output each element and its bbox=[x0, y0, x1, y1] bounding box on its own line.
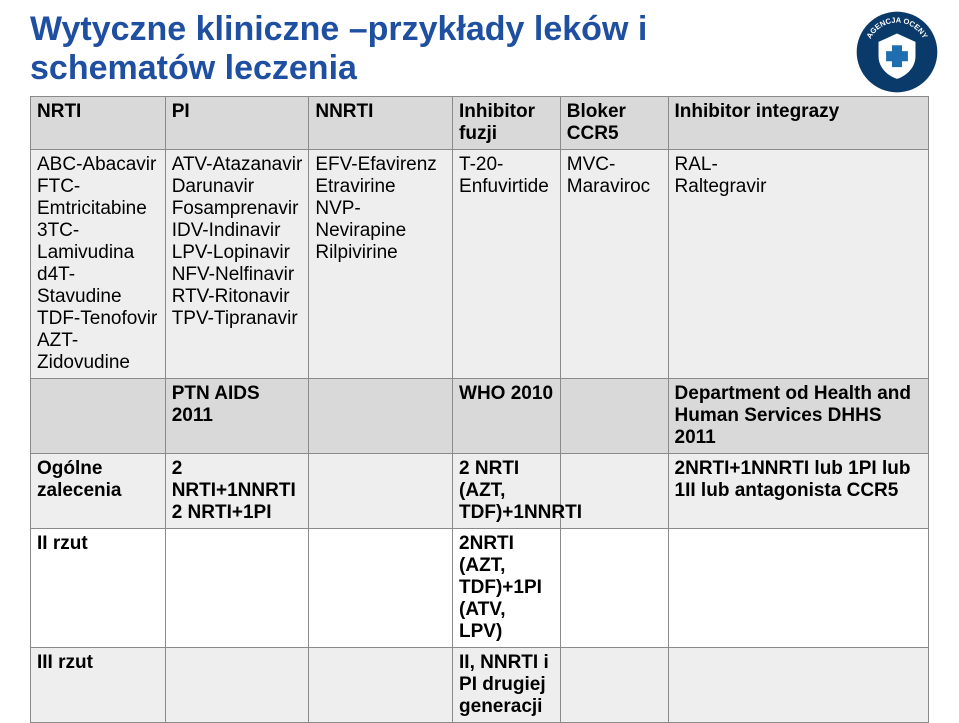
table-header-row: NRTI PI NNRTI Inhibitor fuzji Bloker CCR… bbox=[31, 97, 929, 150]
cell: Ogólne zalecenia bbox=[31, 454, 166, 529]
header-inhibitor-integrazy: Inhibitor integrazy bbox=[668, 97, 928, 150]
cell: 2 NRTI+1NNRTI2 NRTI+1PI bbox=[165, 454, 309, 529]
cell bbox=[309, 454, 453, 529]
agency-logo: AGENCJA OCENY bbox=[855, 10, 939, 94]
header-nrti: NRTI bbox=[31, 97, 166, 150]
cell: EFV-EfavirenzEtravirineNVP-NevirapineRil… bbox=[309, 150, 453, 379]
header-nnrti: NNRTI bbox=[309, 97, 453, 150]
cell: 2NRTI (AZT, TDF)+1PI (ATV, LPV) bbox=[453, 529, 561, 648]
header-bloker-ccr5: Bloker CCR5 bbox=[560, 97, 668, 150]
cell bbox=[309, 379, 453, 454]
table-row: Ogólne zalecenia 2 NRTI+1NNRTI2 NRTI+1PI… bbox=[31, 454, 929, 529]
cell bbox=[560, 648, 668, 723]
cell bbox=[165, 648, 309, 723]
cell: 2 NRTI (AZT, TDF)+1NNRTI bbox=[453, 454, 561, 529]
cell: Department od Health and Human Services … bbox=[668, 379, 928, 454]
header-inhibitor-fuzji: Inhibitor fuzji bbox=[453, 97, 561, 150]
cell bbox=[560, 529, 668, 648]
cell: ATV-AtazanavirDarunavirFosamprenavirIDV-… bbox=[165, 150, 309, 379]
title-line-1: Wytyczne kliniczne –przykłady leków i bbox=[30, 10, 647, 48]
cell bbox=[309, 529, 453, 648]
cell bbox=[668, 529, 928, 648]
cell bbox=[668, 648, 928, 723]
header-pi: PI bbox=[165, 97, 309, 150]
cell: II, NNRTI i PI drugiej generacji bbox=[453, 648, 561, 723]
cell: WHO 2010 bbox=[453, 379, 561, 454]
drug-table: NRTI PI NNRTI Inhibitor fuzji Bloker CCR… bbox=[30, 96, 929, 723]
cell: 2NRTI+1NNRTI lub 1PI lub 1II lub antagon… bbox=[668, 454, 928, 529]
title-line-2: schematów leczenia bbox=[30, 49, 357, 87]
table-row: ABC-AbacavirFTC-Emtricitabine3TC-Lamivud… bbox=[31, 150, 929, 379]
table-row: PTN AIDS 2011 WHO 2010 Department od Hea… bbox=[31, 379, 929, 454]
cell: MVC-Maraviroc bbox=[560, 150, 668, 379]
table-row: II rzut 2NRTI (AZT, TDF)+1PI (ATV, LPV) bbox=[31, 529, 929, 648]
cell bbox=[165, 529, 309, 648]
cell: II rzut bbox=[31, 529, 166, 648]
cell: RAL-Raltegravir bbox=[668, 150, 928, 379]
table-row: III rzut II, NNRTI i PI drugiej generacj… bbox=[31, 648, 929, 723]
cell bbox=[309, 648, 453, 723]
cell: PTN AIDS 2011 bbox=[165, 379, 309, 454]
page-title: Wytyczne kliniczne –przykłady leków i sc… bbox=[30, 10, 929, 88]
cell bbox=[31, 379, 166, 454]
cell: ABC-AbacavirFTC-Emtricitabine3TC-Lamivud… bbox=[31, 150, 166, 379]
cell bbox=[560, 379, 668, 454]
cross-h bbox=[886, 51, 908, 61]
cell: III rzut bbox=[31, 648, 166, 723]
cell: T-20-Enfuvirtide bbox=[453, 150, 561, 379]
